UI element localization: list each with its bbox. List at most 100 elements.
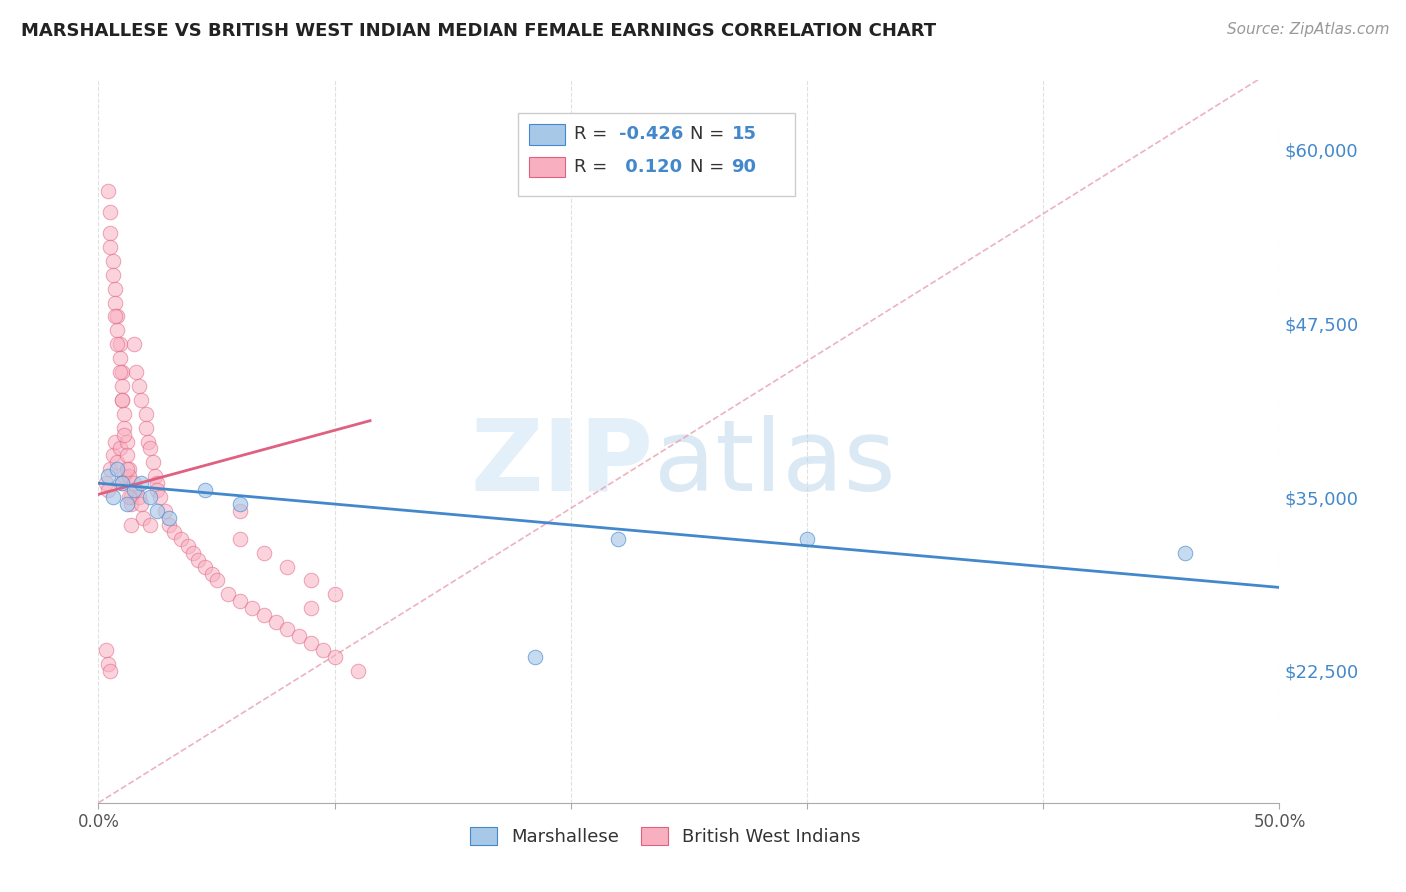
Legend: Marshallese, British West Indians: Marshallese, British West Indians — [461, 818, 870, 855]
Point — [125, 365, 148, 379]
Text: R =: R = — [575, 126, 613, 144]
Point — [157, 511, 180, 525]
Point — [253, 608, 276, 623]
Point — [108, 365, 131, 379]
Text: -0.426: -0.426 — [619, 126, 683, 144]
Point — [115, 462, 138, 476]
Point — [129, 392, 152, 407]
Point — [170, 532, 193, 546]
Point — [112, 469, 135, 483]
Point — [111, 392, 134, 407]
Point — [796, 532, 818, 546]
Point — [118, 490, 141, 504]
Point — [98, 664, 121, 678]
Point — [129, 497, 152, 511]
Point — [111, 476, 134, 491]
Point — [125, 483, 148, 498]
Point — [253, 546, 276, 560]
Point — [121, 490, 143, 504]
Point — [299, 636, 322, 650]
Point — [288, 629, 311, 643]
Point — [1174, 546, 1197, 560]
Text: 90: 90 — [731, 158, 756, 176]
Point — [264, 615, 287, 630]
Point — [98, 240, 121, 254]
Point — [323, 649, 346, 664]
Point — [135, 420, 157, 434]
Point — [101, 490, 124, 504]
Point — [347, 664, 370, 678]
Point — [115, 434, 138, 449]
Point — [105, 455, 128, 469]
Point — [104, 282, 127, 296]
Point — [101, 268, 124, 282]
Point — [229, 532, 252, 546]
Point — [143, 469, 166, 483]
Point — [98, 462, 121, 476]
Point — [112, 407, 135, 421]
Point — [108, 351, 131, 366]
Point — [122, 337, 145, 351]
Point — [187, 552, 209, 566]
Point — [163, 524, 186, 539]
Point — [94, 643, 117, 657]
Point — [229, 594, 252, 608]
Point — [105, 462, 128, 476]
Text: 15: 15 — [731, 126, 756, 144]
Text: ZIP: ZIP — [471, 415, 654, 512]
Point — [194, 483, 217, 498]
Point — [201, 566, 224, 581]
Point — [105, 323, 128, 337]
Point — [111, 392, 134, 407]
Point — [135, 407, 157, 421]
Point — [115, 449, 138, 463]
Point — [111, 476, 134, 491]
Point — [139, 442, 162, 456]
Point — [97, 657, 120, 671]
Point — [177, 539, 200, 553]
Point — [276, 559, 298, 574]
Point — [105, 310, 128, 324]
Point — [139, 517, 162, 532]
Point — [139, 490, 162, 504]
Point — [101, 253, 124, 268]
Point — [129, 476, 152, 491]
Point — [98, 226, 121, 240]
Point — [112, 420, 135, 434]
Point — [111, 379, 134, 393]
Point — [111, 365, 134, 379]
Point — [115, 497, 138, 511]
Point — [299, 601, 322, 615]
Point — [97, 483, 120, 498]
Point — [323, 587, 346, 601]
Point — [299, 574, 322, 588]
Text: R =: R = — [575, 158, 613, 176]
Text: 0.120: 0.120 — [619, 158, 682, 176]
Point — [146, 504, 169, 518]
Point — [132, 511, 155, 525]
Point — [105, 337, 128, 351]
Text: Source: ZipAtlas.com: Source: ZipAtlas.com — [1226, 22, 1389, 37]
Point — [229, 497, 252, 511]
Point — [194, 559, 217, 574]
Point — [240, 601, 263, 615]
Point — [136, 434, 159, 449]
Point — [607, 532, 630, 546]
Point — [94, 476, 117, 491]
Point — [108, 442, 131, 456]
Point — [128, 490, 150, 504]
Point — [524, 649, 547, 664]
Point — [97, 185, 120, 199]
Text: MARSHALLESE VS BRITISH WEST INDIAN MEDIAN FEMALE EARNINGS CORRELATION CHART: MARSHALLESE VS BRITISH WEST INDIAN MEDIA… — [21, 22, 936, 40]
Point — [146, 476, 169, 491]
Point — [121, 517, 143, 532]
Point — [104, 310, 127, 324]
Point — [276, 622, 298, 636]
Point — [128, 379, 150, 393]
Point — [312, 643, 335, 657]
Point — [157, 517, 180, 532]
Text: N =: N = — [690, 158, 730, 176]
Point — [149, 490, 172, 504]
Point — [122, 476, 145, 491]
Point — [142, 455, 165, 469]
